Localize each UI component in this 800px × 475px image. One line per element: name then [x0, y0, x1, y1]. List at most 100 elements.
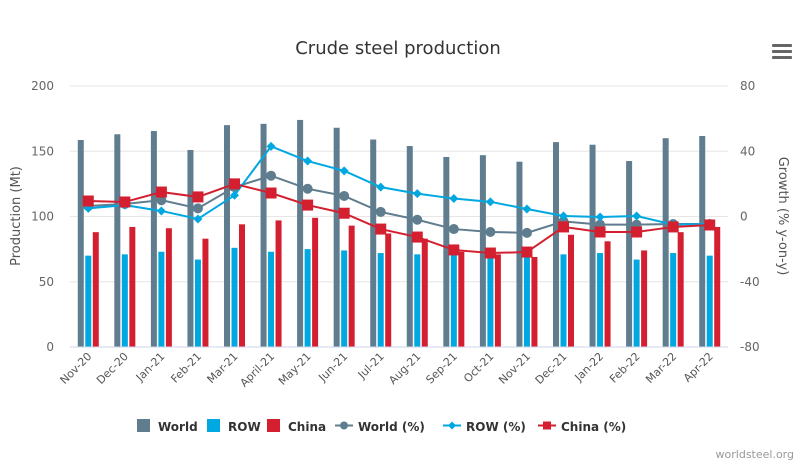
line-china [88, 182, 710, 255]
hamburger-menu-icon[interactable] [772, 44, 792, 60]
bar-row [377, 253, 384, 347]
point-row [485, 197, 495, 207]
y-axis-title: Production (Mt) [9, 166, 24, 266]
point-china [82, 195, 94, 207]
legend-marker [543, 421, 551, 430]
point-china [448, 244, 460, 256]
y2-axis-title: Growth (% y-on-y) [775, 157, 790, 276]
legend-item[interactable]: China [267, 419, 326, 434]
point-world [156, 195, 167, 206]
point-world [266, 170, 277, 181]
legend-item[interactable]: ROW (%) [443, 420, 526, 434]
bar-world [589, 144, 596, 347]
x-tick-label: Jan-22 [572, 350, 607, 385]
x-tick-label: Nov-21 [496, 350, 533, 387]
point-china [192, 191, 204, 203]
bar-row [304, 249, 311, 347]
line-world [88, 174, 710, 234]
bar-row [560, 254, 567, 347]
legend-item[interactable]: World [137, 419, 198, 434]
bar-row [341, 250, 348, 347]
bar-china [92, 232, 99, 347]
bar-world [370, 139, 377, 347]
point-china [631, 226, 643, 238]
point-world [339, 190, 350, 201]
x-tick-label: Feb-21 [168, 350, 204, 386]
legend-swatch [137, 419, 150, 432]
bar-row [194, 259, 201, 347]
bar-row [414, 254, 421, 347]
point-china [667, 221, 679, 233]
legend-label: China [288, 420, 326, 434]
chart-title: Crude steel production [295, 38, 501, 59]
bar-world [224, 125, 230, 348]
x-tick-label: Mar-21 [205, 350, 241, 386]
bar-world [150, 131, 157, 347]
point-row [412, 189, 422, 199]
y-tick-label: 200 [31, 79, 54, 93]
point-row [303, 156, 313, 166]
point-china [338, 207, 350, 219]
legend-item[interactable]: China (%) [538, 420, 626, 434]
x-tick-label: Dec-21 [533, 350, 570, 387]
x-tick-label: Jun-21 [316, 350, 351, 385]
bar-world [114, 134, 121, 347]
y-axis-right: -80 -40 0 40 80 [740, 79, 760, 354]
legend-swatch [207, 419, 220, 432]
legend-item[interactable]: World (%) [335, 420, 425, 434]
y2-tick-label: 0 [740, 210, 748, 224]
bar-china [458, 251, 465, 347]
bar-china [494, 254, 501, 347]
point-row [559, 211, 568, 221]
legend-marker [448, 421, 456, 430]
bar-row [450, 253, 457, 347]
bar-row [121, 254, 128, 347]
point-row [449, 194, 459, 204]
bar-china [568, 234, 574, 347]
line-series [82, 141, 716, 259]
bar-world [77, 140, 84, 347]
point-world [412, 214, 423, 225]
y2-tick-label: -80 [740, 340, 760, 354]
x-tick-label: Oct-21 [461, 350, 496, 385]
x-tick-label: Feb-22 [607, 350, 643, 386]
bar-china [202, 238, 209, 347]
y-tick-label: 50 [39, 275, 54, 289]
bar-world [553, 142, 559, 347]
point-world [485, 226, 496, 237]
y2-tick-label: 40 [740, 144, 755, 158]
line-row [88, 145, 710, 226]
legend-marker [340, 421, 348, 430]
bar-china [421, 238, 428, 347]
y2-tick-label: 80 [740, 79, 755, 93]
legend: World ROW China World (%) ROW (%) China (%) [137, 419, 626, 434]
point-china [411, 231, 423, 243]
y-tick-label: 0 [46, 340, 54, 354]
credit-link[interactable]: worldsteel.org [715, 448, 794, 461]
bar-row [158, 251, 165, 347]
point-row [339, 166, 349, 176]
point-china [484, 247, 496, 259]
bar-world [662, 138, 669, 347]
y-axis-left: 0 50 100 150 200 [31, 79, 54, 354]
point-china [558, 221, 569, 233]
point-row [522, 204, 532, 214]
legend-label: World (%) [358, 420, 425, 434]
point-china [521, 246, 533, 258]
x-tick-label: Jul-21 [355, 350, 387, 382]
x-tick-label: Mar-22 [643, 350, 679, 386]
x-tick-label: April-21 [238, 350, 278, 390]
bar-row [597, 253, 604, 347]
point-china [229, 178, 240, 190]
x-tick-label: Jan-21 [133, 350, 168, 385]
bar-world [260, 123, 267, 347]
bar-world [333, 127, 340, 347]
x-tick-label: Apr-22 [681, 350, 716, 385]
point-world [302, 183, 313, 194]
legend-item[interactable]: ROW [207, 419, 261, 434]
point-row [376, 182, 386, 192]
point-china [265, 187, 277, 199]
bar-china [312, 217, 319, 347]
bar-china [275, 220, 282, 347]
